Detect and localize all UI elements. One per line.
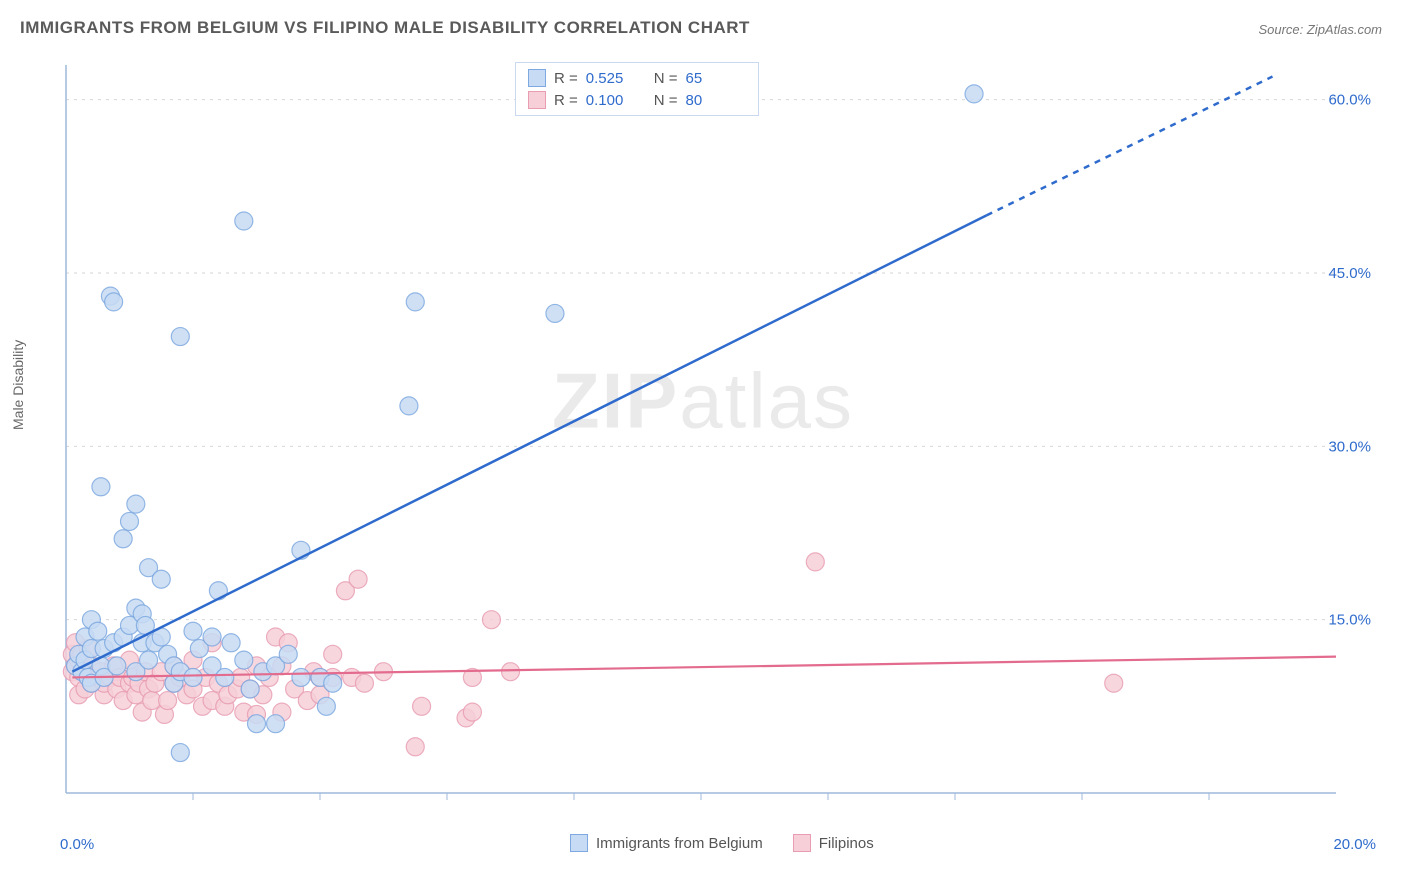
data-point	[92, 478, 110, 496]
legend-r-label: R =	[554, 70, 578, 87]
data-point	[546, 304, 564, 322]
data-point	[324, 645, 342, 663]
y-tick-label: 60.0%	[1328, 92, 1371, 109]
y-axis-label: Male Disability	[10, 340, 26, 430]
legend-n-value: 80	[686, 92, 746, 109]
data-point	[406, 293, 424, 311]
legend-label: Filipinos	[819, 835, 874, 852]
legend-swatch	[528, 69, 546, 87]
data-point	[159, 692, 177, 710]
y-tick-label: 15.0%	[1328, 612, 1371, 629]
x-axis-min-label: 0.0%	[60, 836, 94, 853]
data-point	[203, 628, 221, 646]
legend-label: Immigrants from Belgium	[596, 835, 763, 852]
legend-r-value: 0.525	[586, 70, 646, 87]
legend-item: Immigrants from Belgium	[570, 834, 763, 852]
data-point	[349, 570, 367, 588]
data-point	[406, 738, 424, 756]
series-legend: Immigrants from Belgium Filipinos	[570, 834, 874, 852]
data-point	[482, 611, 500, 629]
data-point	[235, 212, 253, 230]
data-point	[292, 668, 310, 686]
data-point	[965, 85, 983, 103]
data-point	[463, 703, 481, 721]
data-point	[209, 582, 227, 600]
data-point	[114, 530, 132, 548]
trend-line-belgium-extrap	[987, 77, 1273, 216]
data-point	[1105, 674, 1123, 692]
data-point	[413, 697, 431, 715]
legend-r-value: 0.100	[586, 92, 646, 109]
data-point	[248, 715, 266, 733]
data-point	[140, 651, 158, 669]
source-attribution: Source: ZipAtlas.com	[1258, 22, 1382, 37]
data-point	[121, 512, 139, 530]
legend-r-label: R =	[554, 92, 578, 109]
data-point	[324, 674, 342, 692]
data-point	[108, 657, 126, 675]
scatter-chart: 15.0% 30.0% 45.0% 60.0%	[56, 55, 1376, 825]
data-point	[171, 744, 189, 762]
data-point	[184, 668, 202, 686]
legend-swatch	[570, 834, 588, 852]
data-point	[355, 674, 373, 692]
data-point	[502, 663, 520, 681]
trend-line-belgium	[72, 215, 986, 671]
legend-n-label: N =	[654, 92, 678, 109]
data-point	[89, 622, 107, 640]
x-axis-max-label: 20.0%	[1333, 836, 1376, 853]
data-point	[152, 570, 170, 588]
data-point	[216, 668, 234, 686]
y-tick-label: 45.0%	[1328, 265, 1371, 282]
correlation-legend: R = 0.525 N = 65 R = 0.100 N = 80	[515, 62, 759, 116]
legend-item: Filipinos	[793, 834, 874, 852]
chart-title: IMMIGRANTS FROM BELGIUM VS FILIPINO MALE…	[20, 18, 750, 38]
data-point	[317, 697, 335, 715]
data-point	[235, 651, 253, 669]
legend-row: R = 0.525 N = 65	[516, 67, 758, 89]
legend-n-label: N =	[654, 70, 678, 87]
data-point	[279, 645, 297, 663]
y-tick-label: 30.0%	[1328, 438, 1371, 455]
data-point	[241, 680, 259, 698]
data-point	[171, 328, 189, 346]
data-point	[127, 495, 145, 513]
legend-n-value: 65	[686, 70, 746, 87]
data-point	[184, 622, 202, 640]
legend-swatch	[793, 834, 811, 852]
data-point	[222, 634, 240, 652]
data-point	[105, 293, 123, 311]
legend-swatch	[528, 91, 546, 109]
data-point	[806, 553, 824, 571]
legend-row: R = 0.100 N = 80	[516, 89, 758, 111]
data-point	[267, 715, 285, 733]
data-point	[400, 397, 418, 415]
